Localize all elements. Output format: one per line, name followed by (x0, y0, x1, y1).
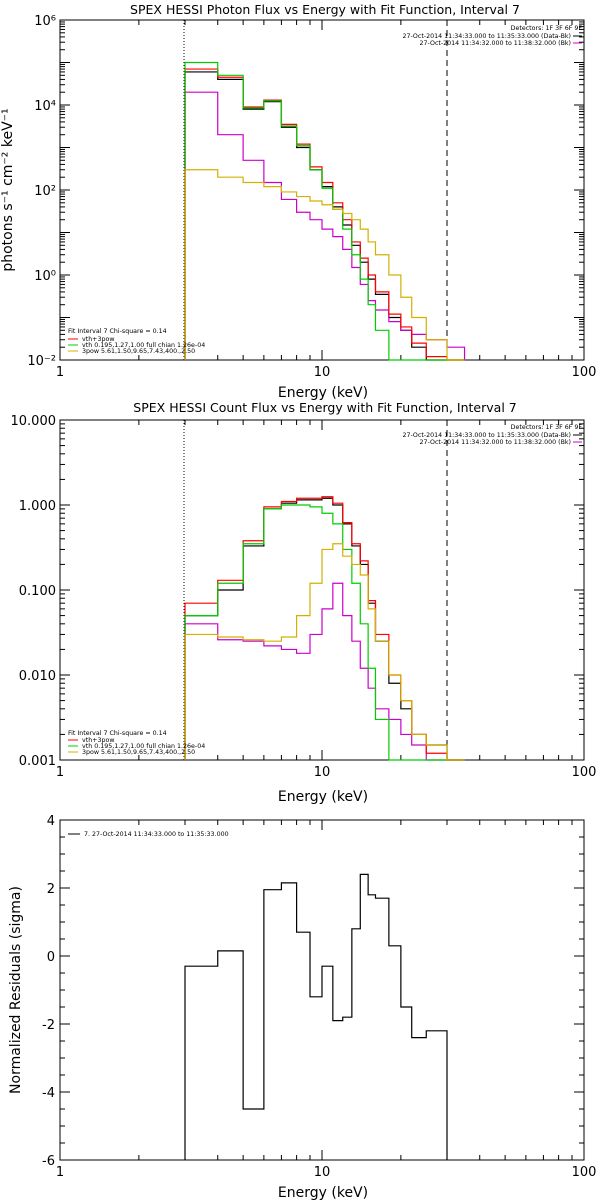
x-tick-label: 1 (56, 1165, 64, 1180)
series-3pow-line (184, 169, 465, 361)
panel1-ylabel: photons s⁻¹ cm⁻² keV⁻¹ (0, 108, 16, 271)
panel1-legend-bk: 27-Oct-2014 11:34:32.000 to 11:38:32.000… (420, 40, 571, 47)
x-tick-label: 10 (314, 765, 331, 780)
panel3-xlabel: Energy (keV) (278, 1185, 368, 1200)
y-tick-label: 0.010 (19, 669, 56, 684)
panel1-title: SPEX HESSI Photon Flux vs Energy with Fi… (130, 2, 520, 17)
series-3pow-line (184, 543, 465, 761)
series-data-bk-line (184, 497, 465, 761)
y-tick-label: 0.100 (19, 584, 56, 599)
series-bk-line (184, 582, 465, 761)
x-tick-label: 1 (56, 765, 64, 780)
panel2-title: SPEX HESSI Count Flux vs Energy with Fit… (133, 400, 516, 415)
x-tick-label: 100 (572, 1165, 597, 1180)
y-tick-label: 4 (47, 814, 55, 829)
panel2-legend-data: 27-Oct-2014 11:34:33.000 to 11:35:33.000… (402, 432, 571, 439)
panel1-legend-data: 27-Oct-2014 11:34:33.000 to 11:35:33.000… (402, 33, 571, 40)
x-tick-label: 10 (314, 1165, 331, 1180)
panel3-ylabel: Normalized Residuals (sigma) (8, 886, 24, 1094)
y-tick-label: 10⁴ (34, 99, 56, 114)
panel1-xlabel: Energy (keV) (278, 385, 368, 401)
y-tick-label: 10⁻² (27, 354, 56, 369)
x-tick-label: 1 (56, 365, 64, 380)
panel1-fit-legend-vth: vth 0.195,1.27,1.00 full chian 1.26e-04 (82, 342, 205, 349)
panel2-xlabel: Energy (keV) (278, 789, 368, 805)
x-tick-label: 10 (314, 365, 331, 380)
y-tick-label: 10.000 (11, 414, 57, 429)
photon-flux-panel: SPEX HESSI Photon Flux vs Energy with Fi… (0, 2, 596, 401)
series-vth-3pow-line (184, 496, 465, 761)
y-tick-label: 1.000 (19, 499, 56, 514)
series-vth-line (184, 61, 465, 361)
panel1-fit-legend-3pow: 3pow 5.61,1.50,9.65,7.43,400.,2.50 (82, 348, 195, 355)
series-bk-line (184, 91, 466, 360)
panel2-fit-legend-total: vth+3pow (82, 737, 114, 744)
panel2-fit-legend-3pow: 3pow 5.61,1.50,9.65,7.43,400.,2.50 (82, 749, 195, 756)
panel1-fit-legend-total: vth+3pow (82, 336, 114, 343)
panel3-legend: 7. 27-Oct-2014 11:34:33.000 to 11:35:33.… (84, 831, 229, 838)
panel2-legend-detectors: Detectors: 1F 3F 6F 9F (511, 424, 583, 431)
series-data-bk-line (184, 71, 465, 361)
y-tick-label: -2 (42, 1018, 55, 1033)
x-tick-label: 100 (572, 765, 597, 780)
panel1-fit-legend-header: Fit Interval 7 Chi-square = 0.14 (68, 328, 167, 335)
panel1-legend-detectors: Detectors: 1F 3F 6F 9F (511, 25, 583, 32)
count-flux-panel: SPEX HESSI Count Flux vs Energy with Fit… (11, 400, 597, 805)
x-tick-label: 100 (572, 365, 597, 380)
y-tick-label: 2 (47, 882, 55, 897)
series-vth-line (184, 504, 465, 761)
residuals-line (184, 873, 448, 1160)
panel2-fit-legend-header: Fit Interval 7 Chi-square = 0.14 (68, 730, 167, 737)
y-tick-label: 0 (47, 950, 55, 965)
y-tick-label: 10⁰ (34, 269, 56, 284)
residuals-panel: 1 10 100 -6 -4 -2 0 2 4 7. 27-Oct-2014 11:34:33.… (8, 814, 596, 1200)
panel2-frame (59, 419, 585, 761)
y-tick-label: 0.001 (19, 754, 56, 769)
panel2-fit-legend-vth: vth 0.195,1.27,1.00 full chian 1.26e-04 (82, 743, 205, 750)
y-tick-label: 10² (34, 184, 56, 199)
y-tick-label: -6 (42, 1154, 55, 1169)
y-tick-label: 10⁶ (34, 14, 56, 29)
y-tick-label: -4 (42, 1086, 55, 1101)
panel1-frame (59, 19, 585, 361)
panel2-legend-bk: 27-Oct-2014 11:34:32.000 to 11:38:32.000… (420, 439, 571, 446)
series-vth-3pow-line (184, 68, 465, 361)
